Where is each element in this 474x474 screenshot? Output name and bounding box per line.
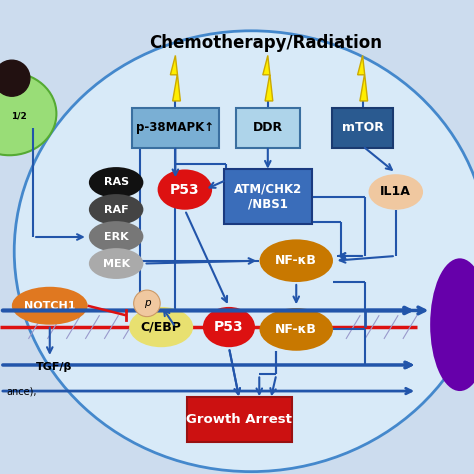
- Text: RAF: RAF: [104, 204, 128, 215]
- FancyBboxPatch shape: [187, 397, 292, 442]
- Text: p-38MAPK↑: p-38MAPK↑: [137, 121, 214, 135]
- Ellipse shape: [89, 167, 143, 198]
- Ellipse shape: [14, 31, 474, 472]
- Text: Growth Arrest: Growth Arrest: [186, 413, 292, 426]
- Text: P53: P53: [214, 320, 244, 334]
- Text: IL1A: IL1A: [380, 185, 411, 199]
- Ellipse shape: [368, 174, 423, 210]
- Text: DDR: DDR: [253, 121, 283, 135]
- Ellipse shape: [12, 287, 88, 325]
- Ellipse shape: [430, 258, 474, 391]
- Text: NF-κB: NF-κB: [275, 323, 317, 336]
- Ellipse shape: [0, 72, 56, 155]
- Polygon shape: [263, 55, 273, 101]
- Ellipse shape: [89, 248, 143, 279]
- Ellipse shape: [157, 170, 212, 210]
- FancyBboxPatch shape: [224, 170, 311, 224]
- FancyBboxPatch shape: [131, 108, 219, 148]
- Text: C/EBP: C/EBP: [141, 320, 182, 334]
- Text: P53: P53: [170, 182, 200, 197]
- FancyBboxPatch shape: [236, 108, 300, 148]
- FancyBboxPatch shape: [332, 108, 393, 148]
- Text: 1/2: 1/2: [11, 112, 27, 120]
- Text: ance),: ance),: [6, 386, 36, 396]
- Ellipse shape: [259, 239, 333, 282]
- Text: RAS: RAS: [103, 177, 129, 188]
- Ellipse shape: [203, 307, 255, 347]
- Text: NF-κB: NF-κB: [275, 254, 317, 267]
- Text: MEK: MEK: [102, 258, 130, 269]
- Text: ERK: ERK: [104, 231, 128, 242]
- Circle shape: [0, 60, 30, 96]
- Circle shape: [134, 290, 160, 317]
- Text: TGF/β: TGF/β: [36, 362, 73, 373]
- Ellipse shape: [129, 307, 193, 347]
- Ellipse shape: [259, 308, 333, 351]
- Text: mTOR: mTOR: [342, 121, 383, 135]
- Text: p: p: [144, 298, 150, 309]
- Ellipse shape: [89, 221, 143, 252]
- Text: Chemotherapy/Radiation: Chemotherapy/Radiation: [149, 34, 382, 52]
- Text: ATM/CHK2
/NBS1: ATM/CHK2 /NBS1: [234, 182, 302, 211]
- Ellipse shape: [89, 194, 143, 225]
- Polygon shape: [357, 55, 368, 101]
- Polygon shape: [170, 55, 181, 101]
- Text: NOTCH1: NOTCH1: [24, 301, 75, 311]
